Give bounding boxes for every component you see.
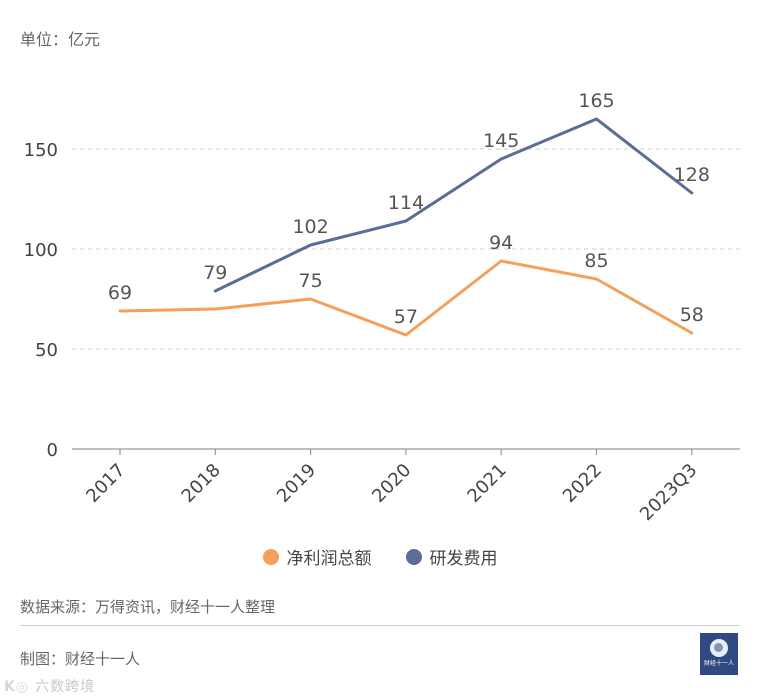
x-tick-label: 2019	[273, 460, 320, 507]
data-label: 57	[394, 306, 418, 328]
x-tick-label: 2018	[178, 460, 225, 507]
y-tick-label: 0	[47, 440, 58, 461]
x-tick-label: 2020	[368, 460, 415, 507]
globe-icon	[710, 639, 728, 657]
legend-item-rd-expense[interactable]: 研发费用	[405, 544, 498, 569]
series-lines	[118, 117, 694, 337]
data-label: 75	[299, 270, 323, 292]
series-line	[118, 259, 694, 337]
unit-label: 单位：亿元	[20, 30, 101, 49]
series-line	[213, 117, 694, 293]
data-label: 114	[388, 192, 424, 214]
chart-author: 制图：财经十一人	[20, 650, 141, 668]
data-source: 数据来源：万得资讯，财经十一人整理	[20, 598, 276, 616]
x-tick-label: 2021	[463, 460, 510, 507]
line-chart: 0 50 100 150 2017 2018 2019 2020 2021 2022 2023Q3…	[24, 90, 740, 525]
y-tick-label: 50	[35, 340, 58, 361]
data-label: 165	[578, 90, 614, 112]
divider	[20, 625, 740, 626]
legend: 净利润总额 研发费用	[0, 544, 760, 569]
y-tick-label: 150	[24, 140, 58, 161]
watermark-icon: K◎	[4, 679, 30, 695]
x-tick-label: 2017	[82, 460, 129, 507]
y-tick-label: 100	[24, 240, 58, 261]
logo-text: 财经十一人	[703, 660, 734, 667]
legend-item-net-profit[interactable]: 净利润总额	[262, 544, 372, 569]
legend-swatch-net-profit	[262, 548, 279, 565]
legend-swatch-rd-expense	[405, 548, 422, 565]
data-label: 145	[483, 130, 519, 152]
x-axis: 2017 2018 2019 2020 2021 2022 2023Q3	[72, 448, 740, 525]
legend-label-net-profit: 净利润总额	[286, 549, 372, 569]
watermark-text: 六数跨境	[35, 679, 96, 695]
data-label: 79	[203, 262, 227, 284]
data-labels: 69 75 57 94 85 58 79 102 114 145 165 128	[108, 90, 710, 328]
data-label: 94	[489, 232, 513, 254]
watermark: K◎ 六数跨境	[4, 676, 95, 696]
x-tick-label: 2022	[559, 460, 606, 507]
x-tick-label: 2023Q3	[636, 460, 701, 525]
brand-logo: 财经十一人	[700, 633, 738, 675]
data-label: 58	[680, 304, 704, 326]
legend-label-rd-expense: 研发费用	[429, 549, 498, 569]
data-label: 69	[108, 282, 132, 304]
data-label: 85	[584, 250, 608, 272]
data-label: 128	[674, 164, 710, 186]
data-label: 102	[292, 216, 328, 238]
y-axis-ticks: 0 50 100 150	[24, 140, 58, 461]
